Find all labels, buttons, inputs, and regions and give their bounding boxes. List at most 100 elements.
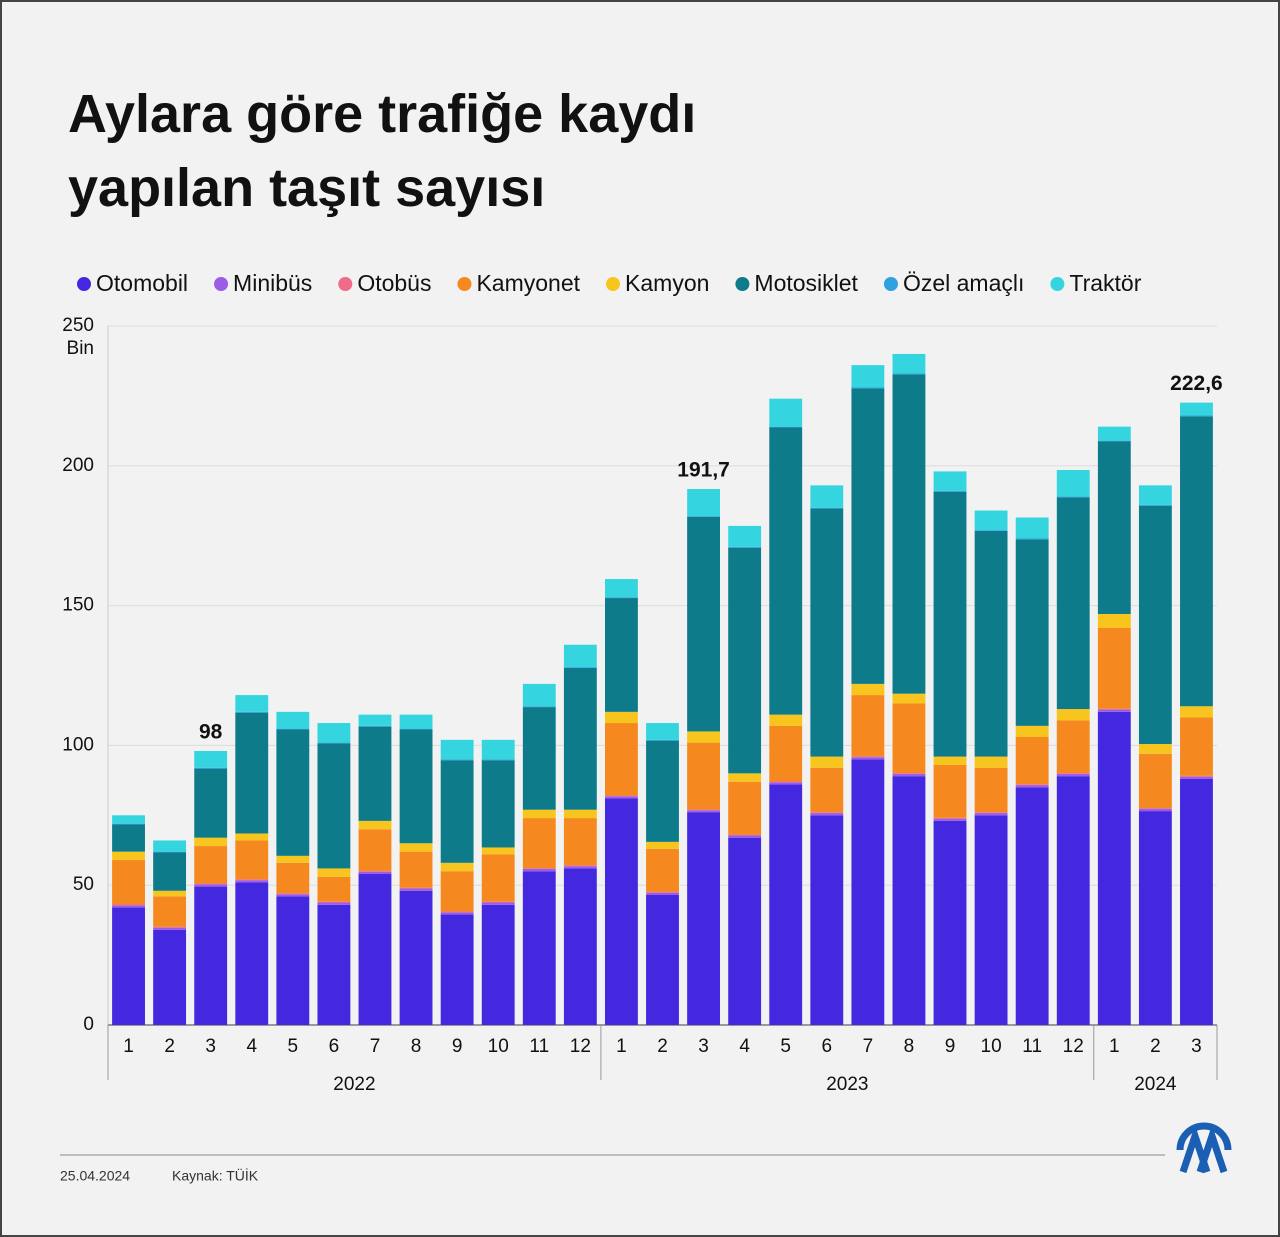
legend-label: Kamyonet	[476, 270, 580, 296]
bar-segment	[276, 894, 310, 897]
x-tick-label: 6	[329, 1036, 340, 1057]
x-tick-label: 6	[822, 1036, 833, 1057]
bar-segment	[810, 815, 844, 1025]
bar-segment	[1180, 416, 1213, 707]
bar-segment	[399, 729, 433, 844]
bar-segment	[687, 812, 721, 1025]
total-label: 98	[199, 721, 223, 744]
bar-segment	[933, 491, 967, 757]
bar-segment	[604, 795, 638, 797]
bar-segment	[112, 815, 145, 824]
bar-segment	[563, 868, 597, 1025]
bar-segment	[851, 757, 885, 760]
bar-segment	[440, 871, 474, 912]
bar-segment	[769, 782, 803, 785]
bar-segment	[481, 760, 515, 848]
bar-segment	[687, 810, 721, 813]
bar-segment	[892, 353, 926, 374]
bar-segment	[563, 644, 597, 668]
bar-segment	[810, 485, 844, 508]
legend-marker	[735, 277, 750, 291]
bar-segment	[112, 824, 145, 852]
bar-segment	[1097, 426, 1131, 441]
bar-segment	[769, 784, 803, 1025]
bar-segment	[317, 868, 351, 877]
bar-segment	[440, 911, 474, 913]
logo	[1176, 1122, 1232, 1174]
bar-segment	[933, 490, 967, 492]
bar-segment	[974, 756, 1008, 768]
x-tick-label: 8	[904, 1036, 915, 1057]
bar-segment	[358, 829, 392, 871]
legend-label: Minibüs	[233, 270, 312, 296]
bar-segment	[1015, 517, 1049, 539]
bar-segment	[276, 711, 310, 729]
bar-segment	[522, 871, 556, 1025]
bar-segment	[194, 884, 228, 887]
bar-segment	[687, 742, 721, 810]
bar-segment	[974, 767, 1008, 813]
bar-segment	[1015, 539, 1049, 726]
bar-segment	[235, 879, 269, 881]
bar-segment	[235, 711, 269, 713]
bar-segment	[728, 525, 762, 547]
bar-segment	[646, 739, 679, 741]
bar-segment	[399, 843, 433, 852]
bar-segment	[1138, 744, 1172, 754]
x-tick-label: 2	[164, 1036, 175, 1057]
x-tick-label: 8	[411, 1036, 422, 1057]
legend-label: Traktör	[1069, 270, 1141, 296]
bar-segment	[276, 893, 310, 895]
bar-segment	[769, 427, 803, 715]
bar-segment	[810, 508, 844, 757]
bar-segment	[481, 739, 515, 760]
bar-segment	[974, 812, 1008, 814]
bar-segment	[646, 740, 679, 842]
legend-marker	[214, 277, 229, 291]
bar-segment	[317, 742, 351, 744]
y-tick-label: 100	[62, 734, 94, 755]
total-label: 222,6	[1170, 372, 1223, 395]
bar-segment	[563, 667, 597, 668]
bar-segment	[317, 743, 351, 869]
bar-segment	[317, 902, 351, 905]
y-tick-label: 0	[83, 1014, 94, 1035]
bar-segment	[522, 683, 556, 707]
bar-segment	[440, 759, 474, 761]
bar-segment	[194, 883, 228, 885]
bar-segment	[1138, 504, 1172, 506]
bar-segment	[728, 547, 762, 774]
bar-segment	[276, 729, 310, 856]
bar-segment	[1138, 808, 1172, 809]
bar-segment	[235, 840, 269, 880]
bar-segment	[851, 387, 885, 389]
bar-segment	[1056, 497, 1090, 710]
group-label: 2023	[826, 1074, 868, 1095]
bar-segment	[1180, 706, 1213, 718]
bar-segment	[851, 695, 885, 757]
bar-segment	[1056, 776, 1090, 1025]
bar-segment	[728, 835, 762, 838]
bar-segment	[481, 904, 515, 1025]
bar-segment	[194, 846, 228, 884]
bar-segment	[646, 894, 679, 1025]
bar-segment	[1056, 720, 1090, 774]
bar-segment	[399, 714, 433, 729]
bar-segment	[153, 890, 187, 897]
x-tick-label: 7	[863, 1036, 874, 1057]
bar-segment	[522, 868, 556, 869]
bar-segment	[851, 759, 885, 1025]
bar-segment	[563, 809, 597, 819]
bar-segment	[769, 426, 803, 428]
bar-segment	[728, 781, 762, 835]
x-tick-label: 2	[657, 1036, 668, 1057]
bar-segment	[974, 815, 1008, 1025]
bar-segment	[317, 723, 351, 743]
bar-segment	[933, 471, 967, 491]
bar-segment	[563, 667, 597, 810]
bar-segment	[892, 773, 926, 774]
bar-segment	[1015, 725, 1049, 738]
bar-segment	[522, 868, 556, 872]
bar-segment	[1056, 773, 1090, 777]
